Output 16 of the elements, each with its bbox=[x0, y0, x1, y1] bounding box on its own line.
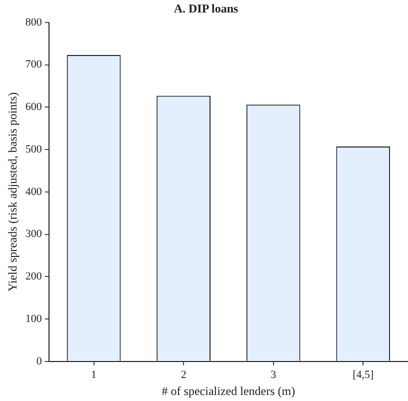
y-axis-title: Yield spreads (risk adjusted, basis points) bbox=[5, 92, 20, 292]
x-tick-label: 3 bbox=[270, 368, 277, 381]
x-tick-label: 1 bbox=[91, 368, 97, 381]
x-tick-label: [4,5] bbox=[352, 368, 374, 381]
y-tick-label: 700 bbox=[25, 58, 42, 71]
x-axis-title: # of specialized lenders (m) bbox=[162, 384, 296, 398]
y-tick-label: 500 bbox=[25, 143, 42, 156]
y-tick-label: 0 bbox=[36, 355, 42, 368]
y-tick-label: 100 bbox=[25, 312, 42, 325]
y-tick-label: 300 bbox=[25, 228, 42, 240]
y-tick-label: 800 bbox=[25, 16, 42, 28]
x-tick-label: 2 bbox=[180, 368, 186, 381]
chart-title: A. DIP loans bbox=[174, 1, 238, 16]
y-tick-label: 400 bbox=[25, 186, 42, 198]
y-tick-label: 600 bbox=[25, 101, 42, 114]
y-tick-label: 200 bbox=[25, 270, 42, 283]
